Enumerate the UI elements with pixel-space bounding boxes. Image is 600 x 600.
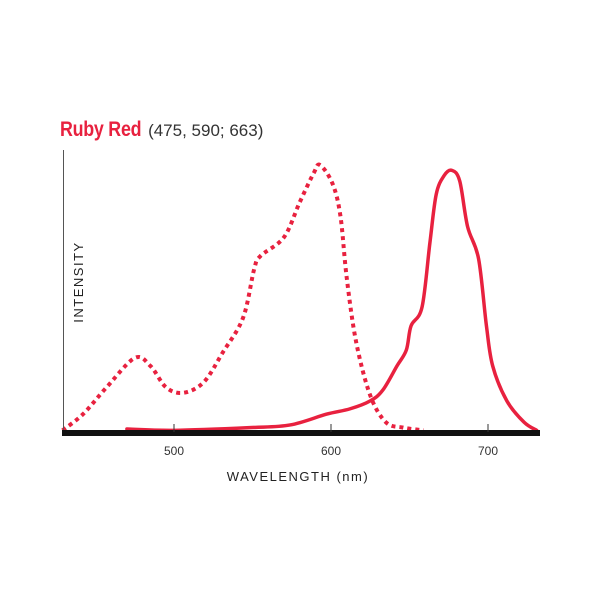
- chart-title-main: Ruby Red: [60, 118, 142, 141]
- x-axis-label: WAVELENGTH (nm): [227, 469, 369, 484]
- x-tick-label: 700: [478, 444, 498, 458]
- y-axis-label: INTENSITY: [71, 241, 86, 322]
- x-tick-label: 600: [321, 444, 341, 458]
- x-tick-label: 500: [164, 444, 184, 458]
- x-axis: [62, 430, 540, 436]
- chart-title: Ruby Red (475, 590; 663): [60, 118, 263, 142]
- emission-series-line: [125, 168, 539, 433]
- excitation-series-line: [61, 162, 424, 433]
- chart-subtitle: (475, 590; 663): [148, 121, 264, 140]
